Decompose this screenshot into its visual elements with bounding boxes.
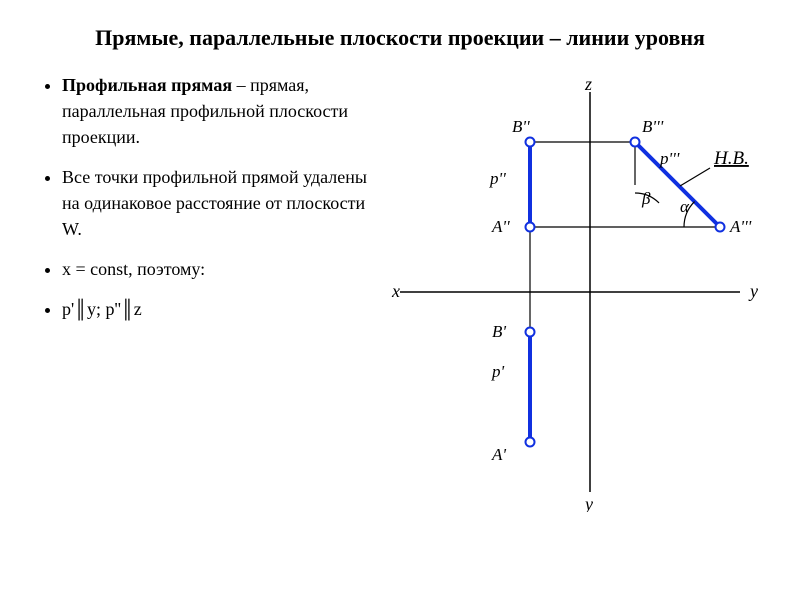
point-label-p2: p'' — [489, 169, 506, 188]
bullet-2: Все точки профильной прямой удалены на о… — [62, 164, 380, 242]
arc-label-beta: β — [641, 189, 651, 208]
point-B2 — [526, 137, 535, 146]
nv-label: Н.В. — [713, 148, 749, 169]
bullet-4: p'║y; p''║z — [62, 296, 380, 322]
point-label-p1: p' — [491, 362, 505, 381]
axis-label-z: z — [584, 74, 592, 94]
page-title: Прямые, параллельные плоскости проекции … — [0, 0, 800, 62]
axis-label-y_right: y — [748, 281, 758, 301]
point-B1 — [526, 327, 535, 336]
point-A3 — [716, 222, 725, 231]
point-label-p3: p''' — [659, 149, 680, 168]
point-label-B2: B'' — [512, 117, 530, 136]
point-label-A1: A' — [491, 445, 506, 464]
bullet-1: Профильная прямая – прямая, параллельная… — [62, 72, 380, 150]
content-row: Профильная прямая – прямая, параллельная… — [0, 62, 800, 517]
bullet-3: x = const, поэтому: — [62, 256, 380, 282]
axis-label-x: x — [391, 281, 400, 301]
point-B3 — [631, 137, 640, 146]
bullet-1-term: Профильная прямая — [62, 75, 232, 95]
point-label-A2: A'' — [491, 217, 510, 236]
point-label-B3: B''' — [642, 117, 664, 136]
point-A2 — [526, 222, 535, 231]
bullet-list: Профильная прямая – прямая, параллельная… — [40, 72, 380, 517]
axis-label-y_down: y — [583, 494, 593, 512]
arc-label-alpha: α — [680, 197, 690, 216]
point-A1 — [526, 437, 535, 446]
diagram: x y y z β α Н.В. B'' B''' p''' p'' A'' A''' B' p' A' — [380, 72, 780, 517]
projection-diagram-svg: x y y z β α Н.В. B'' B''' p''' p'' A'' A''' B' p' A' — [380, 72, 780, 512]
nv-leader — [680, 168, 710, 186]
point-label-A3: A''' — [729, 217, 752, 236]
point-label-B1: B' — [492, 322, 506, 341]
